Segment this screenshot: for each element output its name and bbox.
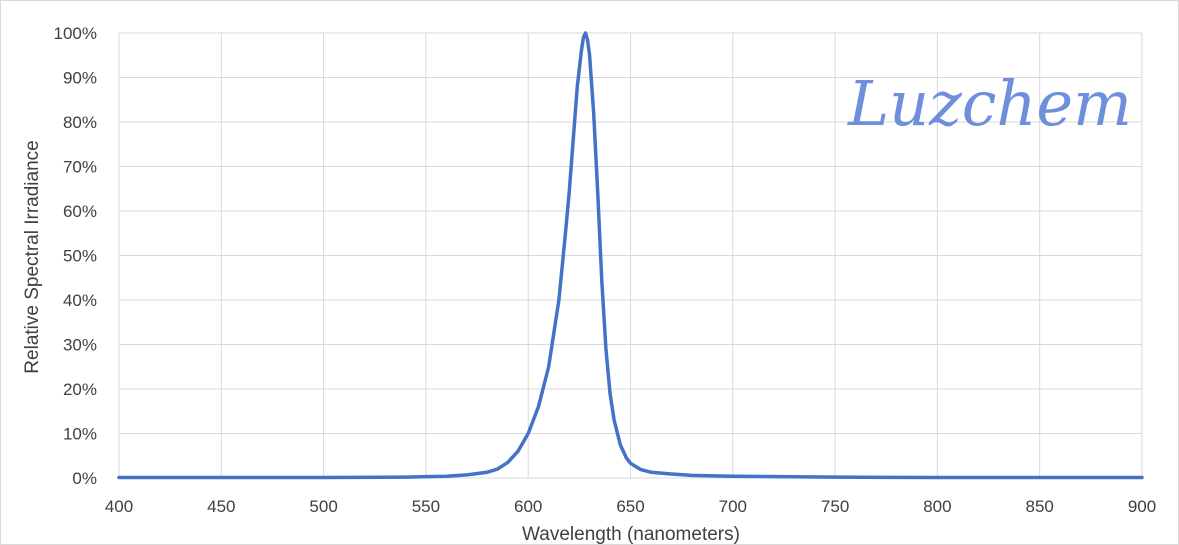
x-tick-label: 850 (1026, 497, 1054, 516)
y-tick-label: 50% (63, 247, 97, 266)
x-tick-label: 700 (719, 497, 747, 516)
x-tick-label: 500 (309, 497, 337, 516)
y-tick-label: 60% (63, 202, 97, 221)
x-tick-label: 750 (821, 497, 849, 516)
y-axis-ticks: 0% 10% 20% 30% 40% 50% 60% 70% 80% 90% 100% (54, 24, 97, 488)
y-tick-label: 10% (63, 425, 97, 444)
y-tick-label: 100% (54, 24, 97, 43)
y-tick-label: 0% (72, 469, 97, 488)
y-axis-title: Relative Spectral Irradiance (22, 140, 43, 373)
x-tick-label: 800 (923, 497, 951, 516)
luzchem-watermark: Luzchem (847, 67, 1132, 140)
x-tick-label: 400 (105, 497, 133, 516)
y-tick-label: 80% (63, 113, 97, 132)
y-tick-label: 30% (63, 336, 97, 355)
x-tick-label: 650 (616, 497, 644, 516)
x-tick-label: 450 (207, 497, 235, 516)
y-tick-label: 20% (63, 380, 97, 399)
x-axis-ticks: 400 450 500 550 600 650 700 750 800 850 900 (105, 497, 1156, 516)
irradiance-series-line (117, 31, 1144, 480)
y-tick-label: 70% (63, 158, 97, 177)
y-tick-label: 90% (63, 69, 97, 88)
x-tick-label: 900 (1128, 497, 1156, 516)
x-axis-title: Wavelength (nanometers) (522, 524, 740, 545)
x-tick-label: 550 (412, 497, 440, 516)
y-tick-label: 40% (63, 291, 97, 310)
x-tick-label: 600 (514, 497, 542, 516)
